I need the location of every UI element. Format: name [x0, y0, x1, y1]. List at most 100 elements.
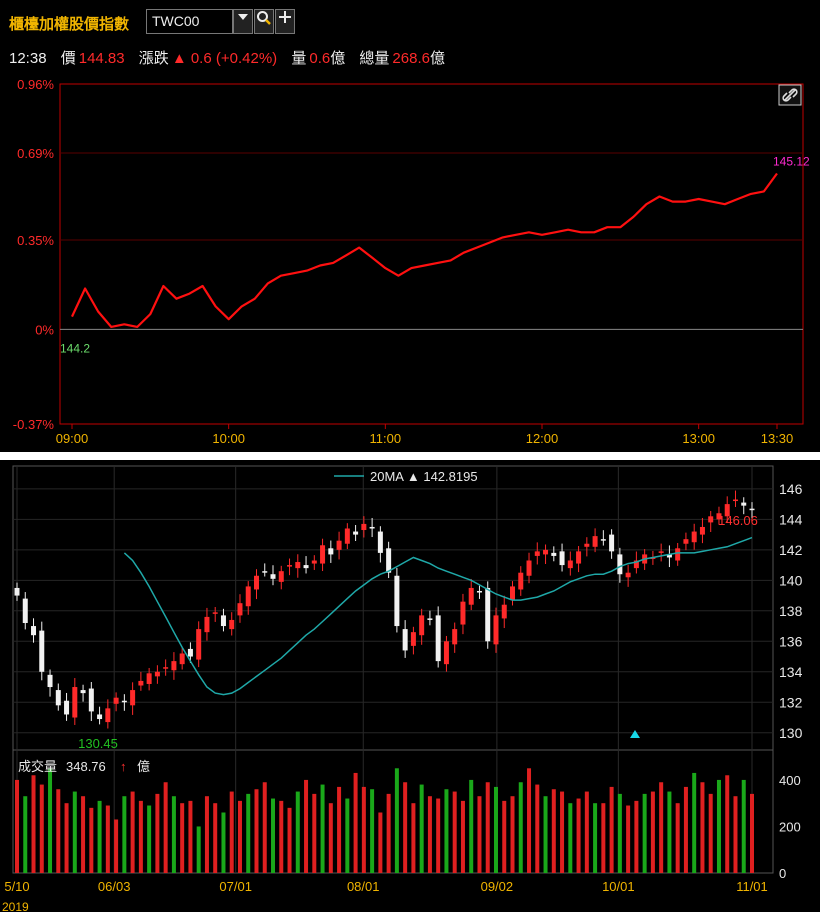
candle-body: [262, 571, 268, 573]
volume-bar: [460, 800, 465, 873]
total-volume-unit: 億: [429, 50, 445, 67]
volume-bar: [122, 796, 127, 873]
volume-bar: [394, 768, 399, 873]
y-tick-label: 0.96%: [17, 77, 54, 92]
plus-icon[interactable]: [275, 9, 295, 34]
volume-bar: [370, 789, 375, 873]
candle-body: [369, 526, 375, 529]
y-tick-label: 0%: [35, 322, 54, 337]
volume-bar: [246, 793, 251, 873]
candle-body: [510, 586, 516, 601]
candle-body: [584, 543, 590, 547]
candle-body: [295, 562, 301, 569]
volume-bar: [155, 793, 160, 873]
candle-body: [402, 629, 408, 651]
candle-body: [336, 540, 342, 550]
candle-body: [212, 612, 218, 614]
volume-bar: [295, 791, 300, 873]
candle-body: [303, 565, 309, 569]
volume-bar: [89, 807, 94, 873]
volume-bar: [427, 796, 432, 873]
volume-bar: [271, 798, 276, 873]
volume-bar: [81, 796, 86, 873]
volume-bar: [403, 782, 408, 873]
quote-time: 12:38: [9, 50, 47, 67]
volume-bar: [23, 796, 28, 873]
caret-down-icon[interactable]: [233, 9, 253, 34]
candle-body: [708, 516, 714, 523]
price-value: 144.83: [78, 50, 125, 67]
candle-body: [163, 667, 169, 669]
volume-bar: [196, 826, 201, 873]
candle-body: [287, 565, 293, 567]
volume-bar: [493, 786, 498, 873]
candle-body: [518, 572, 524, 590]
candle-body: [328, 548, 334, 555]
x-tick-label: 08/01: [347, 879, 380, 894]
volume-bar: [609, 786, 614, 873]
candle-body: [229, 619, 235, 630]
volume-bar: [188, 800, 193, 873]
volume-label: 量: [291, 50, 307, 67]
volume-bar: [419, 784, 424, 873]
candle-body: [72, 687, 78, 718]
candle-body: [320, 545, 326, 564]
volume-value: 0.6: [309, 50, 331, 67]
candle-body: [179, 653, 185, 665]
candle-body: [311, 560, 317, 564]
candle-body: [237, 603, 243, 616]
search-icon[interactable]: [254, 9, 274, 34]
volume-bar: [163, 782, 168, 873]
candle-body: [386, 548, 392, 573]
volume-bar: [411, 803, 416, 873]
candle-body: [97, 714, 103, 720]
candle-body: [88, 688, 94, 712]
candle-body: [683, 539, 689, 544]
volume-bar: [147, 805, 152, 873]
volume-bar: [64, 803, 69, 873]
volume-bar: [171, 796, 176, 873]
candle-body: [394, 575, 400, 627]
high-label: 146.06: [718, 513, 758, 528]
candle-body: [534, 551, 540, 556]
volume-bar: [626, 805, 631, 873]
base-price-label: 144.2: [60, 341, 90, 355]
candle-body: [14, 587, 20, 596]
candle-body: [675, 548, 681, 561]
candle-body: [526, 560, 532, 576]
volume-bar: [312, 793, 317, 873]
ma-legend-label: 20MA ▲ 142.8195: [370, 469, 478, 484]
link-icon[interactable]: [778, 84, 802, 106]
symbol-input[interactable]: TWC00: [146, 9, 233, 34]
candle-body: [196, 629, 202, 660]
x-tick-label: 11:00: [370, 431, 402, 446]
volume-bar: [568, 803, 573, 873]
intraday-panel: 櫃檯加權股價指數 TWC00 12:38 價 144.83 漲跌 ▲ 0.6 (+0…: [0, 0, 820, 452]
candle-body: [220, 615, 226, 627]
volume-bar: [543, 796, 548, 873]
y-tick-label: 136: [779, 633, 803, 649]
candle-body: [419, 615, 425, 636]
candle-body: [377, 531, 383, 553]
volume-bar: [39, 784, 44, 873]
x-tick-label: 07/01: [219, 879, 252, 894]
volume-bar: [485, 782, 490, 873]
candle-body: [427, 618, 433, 620]
volume-bar: [48, 768, 53, 873]
x-tick-label: 06/03: [98, 879, 131, 894]
volume-bar: [130, 791, 135, 873]
candle-body: [171, 661, 177, 671]
y-tick-label: 138: [779, 603, 803, 619]
volume-bar: [667, 791, 672, 873]
x-tick-label: 09/02: [481, 879, 514, 894]
plot-frame: [59, 83, 804, 425]
panel-separator: [0, 452, 820, 460]
volume-bar: [675, 803, 680, 873]
volume-tick-label: 0: [779, 866, 786, 881]
candle-body: [278, 571, 284, 582]
y-tick-label: 0.35%: [17, 233, 54, 248]
candle-body: [691, 531, 697, 543]
volume-bar: [328, 803, 333, 873]
volume-bar: [469, 779, 474, 873]
candle-body: [47, 674, 53, 688]
